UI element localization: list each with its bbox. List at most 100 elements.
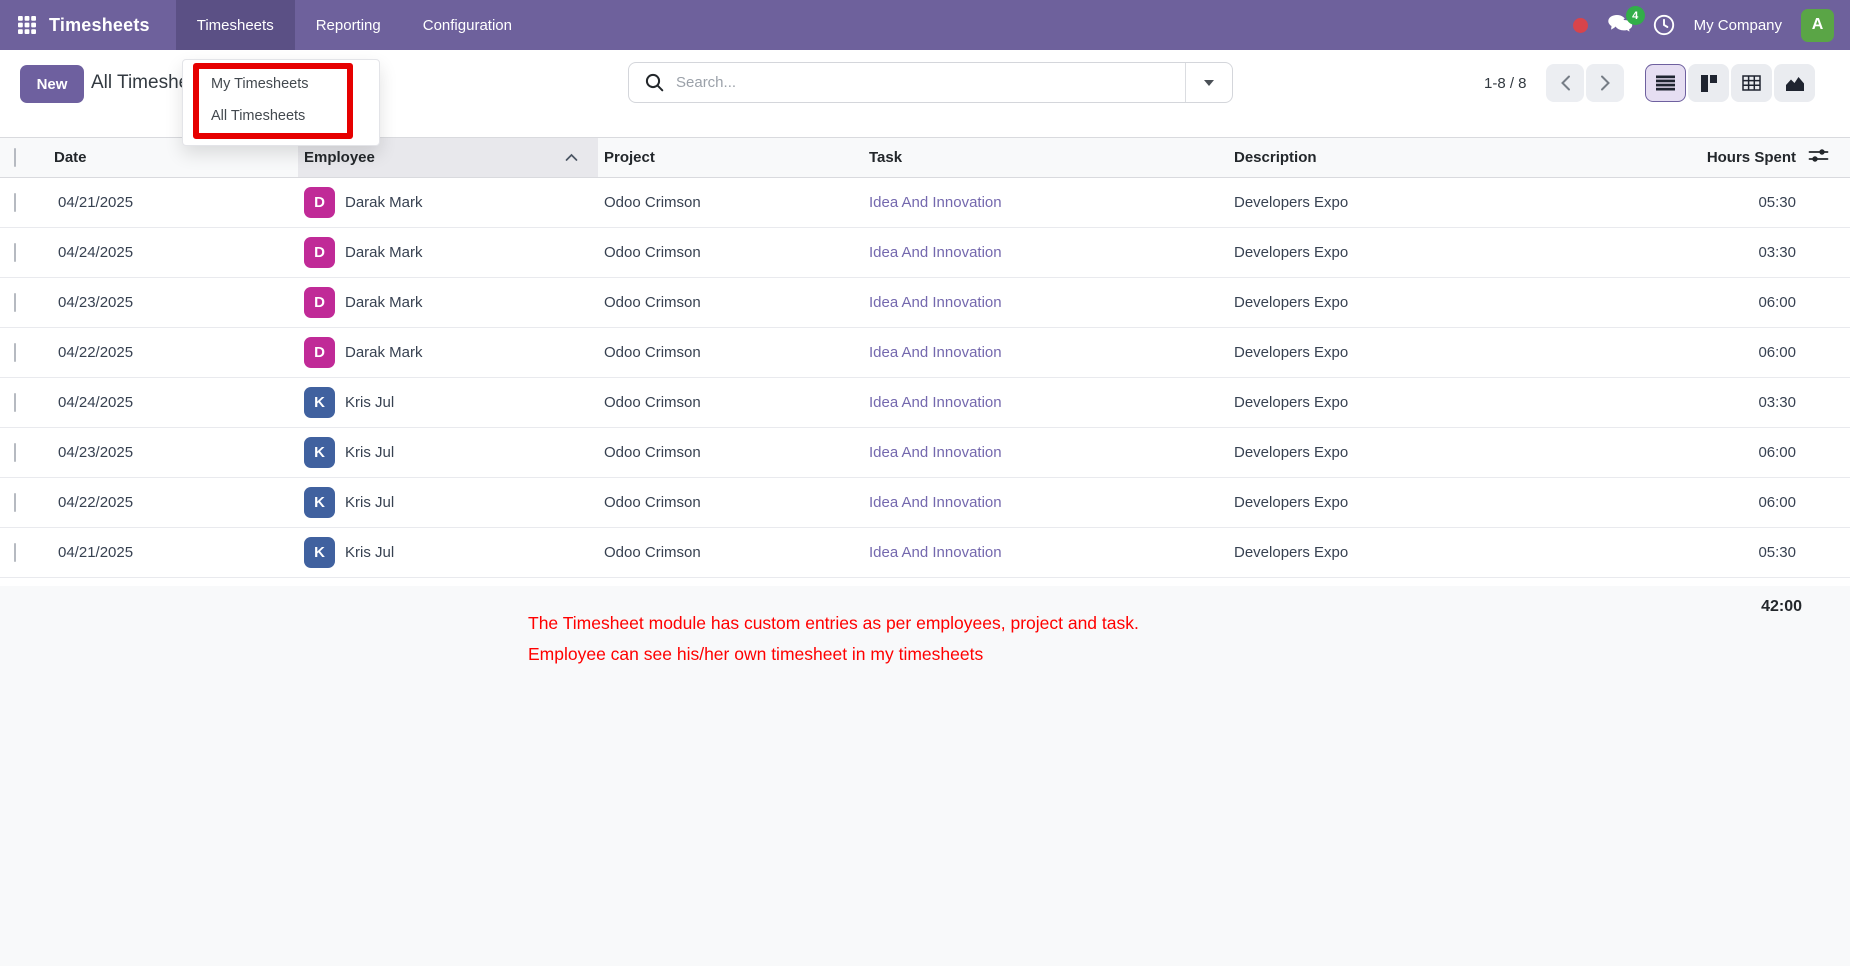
app-brand: Timesheets	[0, 15, 150, 36]
cell-employee: K Kris Jul	[298, 427, 598, 478]
sort-ascending-icon	[565, 153, 578, 161]
employee-avatar: D	[304, 187, 335, 218]
cell-hours: 06:00	[1642, 477, 1802, 528]
dropdown-item-my-timesheets[interactable]: My Timesheets	[211, 76, 309, 92]
cell-employee: K Kris Jul	[298, 377, 598, 428]
table-row[interactable]: 04/21/2025 D Darak Mark Odoo Crimson Idea…	[0, 177, 1850, 228]
message-count-badge: 4	[1625, 6, 1645, 25]
cell-task: Idea And Innovation	[863, 327, 1228, 378]
messages-button[interactable]: 4	[1607, 6, 1645, 36]
search-filters-toggle[interactable]	[1185, 63, 1232, 102]
timesheet-list: Date Employee Project Task Description H…	[0, 137, 1850, 578]
clock-icon	[1653, 14, 1674, 36]
menu-configuration[interactable]: Configuration	[422, 16, 512, 34]
column-header-date[interactable]: Date	[48, 137, 298, 178]
view-pivot-button[interactable]	[1731, 64, 1772, 102]
pager-next-button[interactable]	[1586, 64, 1624, 102]
cell-date: 04/23/2025	[48, 277, 298, 328]
company-switcher[interactable]: My Company	[1693, 16, 1782, 34]
cell-description: Developers Expo	[1228, 477, 1642, 528]
task-link[interactable]: Idea And Innovation	[869, 294, 1002, 311]
cell-project: Odoo Crimson	[598, 427, 863, 478]
view-graph-button[interactable]	[1774, 64, 1815, 102]
column-header-description[interactable]: Description	[1228, 137, 1642, 178]
row-checkbox[interactable]	[14, 293, 16, 312]
employee-name: Darak Mark	[345, 244, 423, 261]
cell-date: 04/24/2025	[48, 377, 298, 428]
employee-name: Kris Jul	[345, 444, 395, 461]
cell-date: 04/22/2025	[48, 327, 298, 378]
list-footer: 42:00 The Timesheet module has custom en…	[0, 586, 1850, 966]
row-checkbox[interactable]	[14, 543, 16, 562]
table-row[interactable]: 04/22/2025 K Kris Jul Odoo Crimson Idea A…	[0, 477, 1850, 528]
user-avatar[interactable]: A	[1801, 8, 1834, 42]
column-header-hours[interactable]: Hours Spent	[1642, 137, 1802, 178]
task-link[interactable]: Idea And Innovation	[869, 194, 1002, 211]
row-checkbox[interactable]	[14, 493, 16, 512]
dropdown-items: My Timesheets All Timesheets	[183, 60, 379, 126]
row-checkbox[interactable]	[14, 443, 16, 462]
pager-previous-button[interactable]	[1546, 64, 1584, 102]
optional-columns-header[interactable]	[1802, 137, 1850, 178]
kanban-view-icon	[1700, 74, 1717, 92]
task-link[interactable]: Idea And Innovation	[869, 544, 1002, 561]
column-header-task[interactable]: Task	[863, 137, 1228, 178]
row-checkbox[interactable]	[14, 393, 16, 412]
table-row[interactable]: 04/23/2025 D Darak Mark Odoo Crimson Idea…	[0, 277, 1850, 328]
employee-name: Kris Jul	[345, 494, 395, 511]
employee-avatar: D	[304, 237, 335, 268]
view-switcher	[1645, 64, 1815, 102]
new-button[interactable]: New	[20, 65, 84, 103]
cell-employee: K Kris Jul	[298, 477, 598, 528]
row-checkbox[interactable]	[14, 193, 16, 212]
cell-hours: 06:00	[1642, 277, 1802, 328]
column-header-project[interactable]: Project	[598, 137, 863, 178]
chevron-right-icon	[1600, 75, 1610, 91]
employee-name: Darak Mark	[345, 194, 423, 211]
cell-hours: 06:00	[1642, 427, 1802, 478]
task-link[interactable]: Idea And Innovation	[869, 244, 1002, 261]
employee-name: Darak Mark	[345, 344, 423, 361]
cell-spacer	[1802, 477, 1850, 528]
search-bar	[628, 62, 1233, 103]
cell-project: Odoo Crimson	[598, 477, 863, 528]
row-checkbox[interactable]	[14, 243, 16, 262]
cell-employee: D Darak Mark	[298, 327, 598, 378]
view-list-button[interactable]	[1645, 64, 1686, 102]
timesheet-table: Date Employee Project Task Description H…	[0, 137, 1850, 578]
table-body: 04/21/2025 D Darak Mark Odoo Crimson Idea…	[0, 177, 1850, 578]
employee-name: Kris Jul	[345, 394, 395, 411]
main-menus: Timesheets Reporting Configuration	[175, 0, 533, 50]
menu-reporting[interactable]: Reporting	[315, 16, 381, 34]
cell-employee: D Darak Mark	[298, 277, 598, 328]
table-row[interactable]: 04/21/2025 K Kris Jul Odoo Crimson Idea A…	[0, 527, 1850, 578]
table-row[interactable]: 04/24/2025 K Kris Jul Odoo Crimson Idea A…	[0, 377, 1850, 428]
task-link[interactable]: Idea And Innovation	[869, 394, 1002, 411]
cell-date: 04/24/2025	[48, 227, 298, 278]
hours-total: 42:00	[1761, 598, 1802, 615]
cell-spacer	[1802, 277, 1850, 328]
table-row[interactable]: 04/22/2025 D Darak Mark Odoo Crimson Idea…	[0, 327, 1850, 378]
table-row[interactable]: 04/24/2025 D Darak Mark Odoo Crimson Idea…	[0, 227, 1850, 278]
search-input[interactable]	[664, 74, 1185, 91]
cell-description: Developers Expo	[1228, 527, 1642, 578]
select-all-checkbox[interactable]	[14, 148, 16, 167]
pager-counter[interactable]: 1-8 / 8	[1484, 75, 1527, 92]
cell-project: Odoo Crimson	[598, 377, 863, 428]
cell-task: Idea And Innovation	[863, 427, 1228, 478]
cell-task: Idea And Innovation	[863, 177, 1228, 228]
view-kanban-button[interactable]	[1688, 64, 1729, 102]
task-link[interactable]: Idea And Innovation	[869, 494, 1002, 511]
task-link[interactable]: Idea And Innovation	[869, 444, 1002, 461]
menu-timesheets[interactable]: Timesheets	[175, 0, 295, 50]
topbar-right: 4 My Company A	[1572, 6, 1850, 42]
app-title: Timesheets	[49, 14, 150, 35]
table-row[interactable]: 04/23/2025 K Kris Jul Odoo Crimson Idea A…	[0, 427, 1850, 478]
cell-date: 04/21/2025	[48, 527, 298, 578]
row-checkbox[interactable]	[14, 343, 16, 362]
dropdown-item-all-timesheets[interactable]: All Timesheets	[211, 108, 306, 124]
apps-grid-icon[interactable]	[18, 16, 36, 34]
task-link[interactable]: Idea And Innovation	[869, 344, 1002, 361]
cell-task: Idea And Innovation	[863, 227, 1228, 278]
activities-button[interactable]	[1653, 14, 1675, 36]
